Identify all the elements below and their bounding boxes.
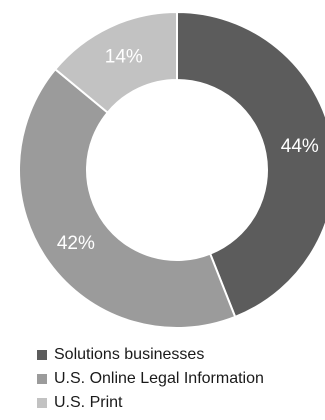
donut-slice-u-s-online-legal-information: [18, 67, 237, 329]
legend-label-us-online-legal-information: U.S. Online Legal Information: [54, 370, 264, 387]
chart-legend: Solutions businesses U.S. Online Legal I…: [37, 343, 264, 415]
donut-slice-labels: 44% 42% 14%: [57, 46, 319, 254]
donut-slices: [18, 10, 325, 329]
slice-value-label-u-s-print: 14%: [105, 46, 143, 67]
legend-swatch-us-print: [37, 398, 47, 408]
legend-swatch-solutions-businesses: [37, 350, 47, 360]
legend-item-us-print: U.S. Print: [37, 391, 264, 415]
legend-item-solutions-businesses: Solutions businesses: [37, 343, 264, 367]
legend-label-us-print: U.S. Print: [54, 394, 123, 411]
donut-slice-u-s-print: [53, 10, 178, 115]
donut-chart: 44% 42% 14%: [18, 10, 325, 329]
donut-slice-solutions-businesses: [176, 10, 325, 319]
legend-swatch-us-online-legal-information: [37, 374, 47, 384]
slice-value-label-solutions-businesses: 44%: [281, 136, 319, 157]
legend-item-us-online-legal-information: U.S. Online Legal Information: [37, 367, 264, 391]
slice-value-label-u-s-online-legal-information: 42%: [57, 233, 95, 254]
legend-label-solutions-businesses: Solutions businesses: [54, 346, 205, 363]
